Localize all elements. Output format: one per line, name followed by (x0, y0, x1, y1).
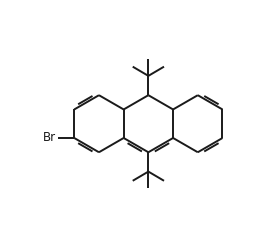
Text: Br: Br (43, 132, 56, 145)
